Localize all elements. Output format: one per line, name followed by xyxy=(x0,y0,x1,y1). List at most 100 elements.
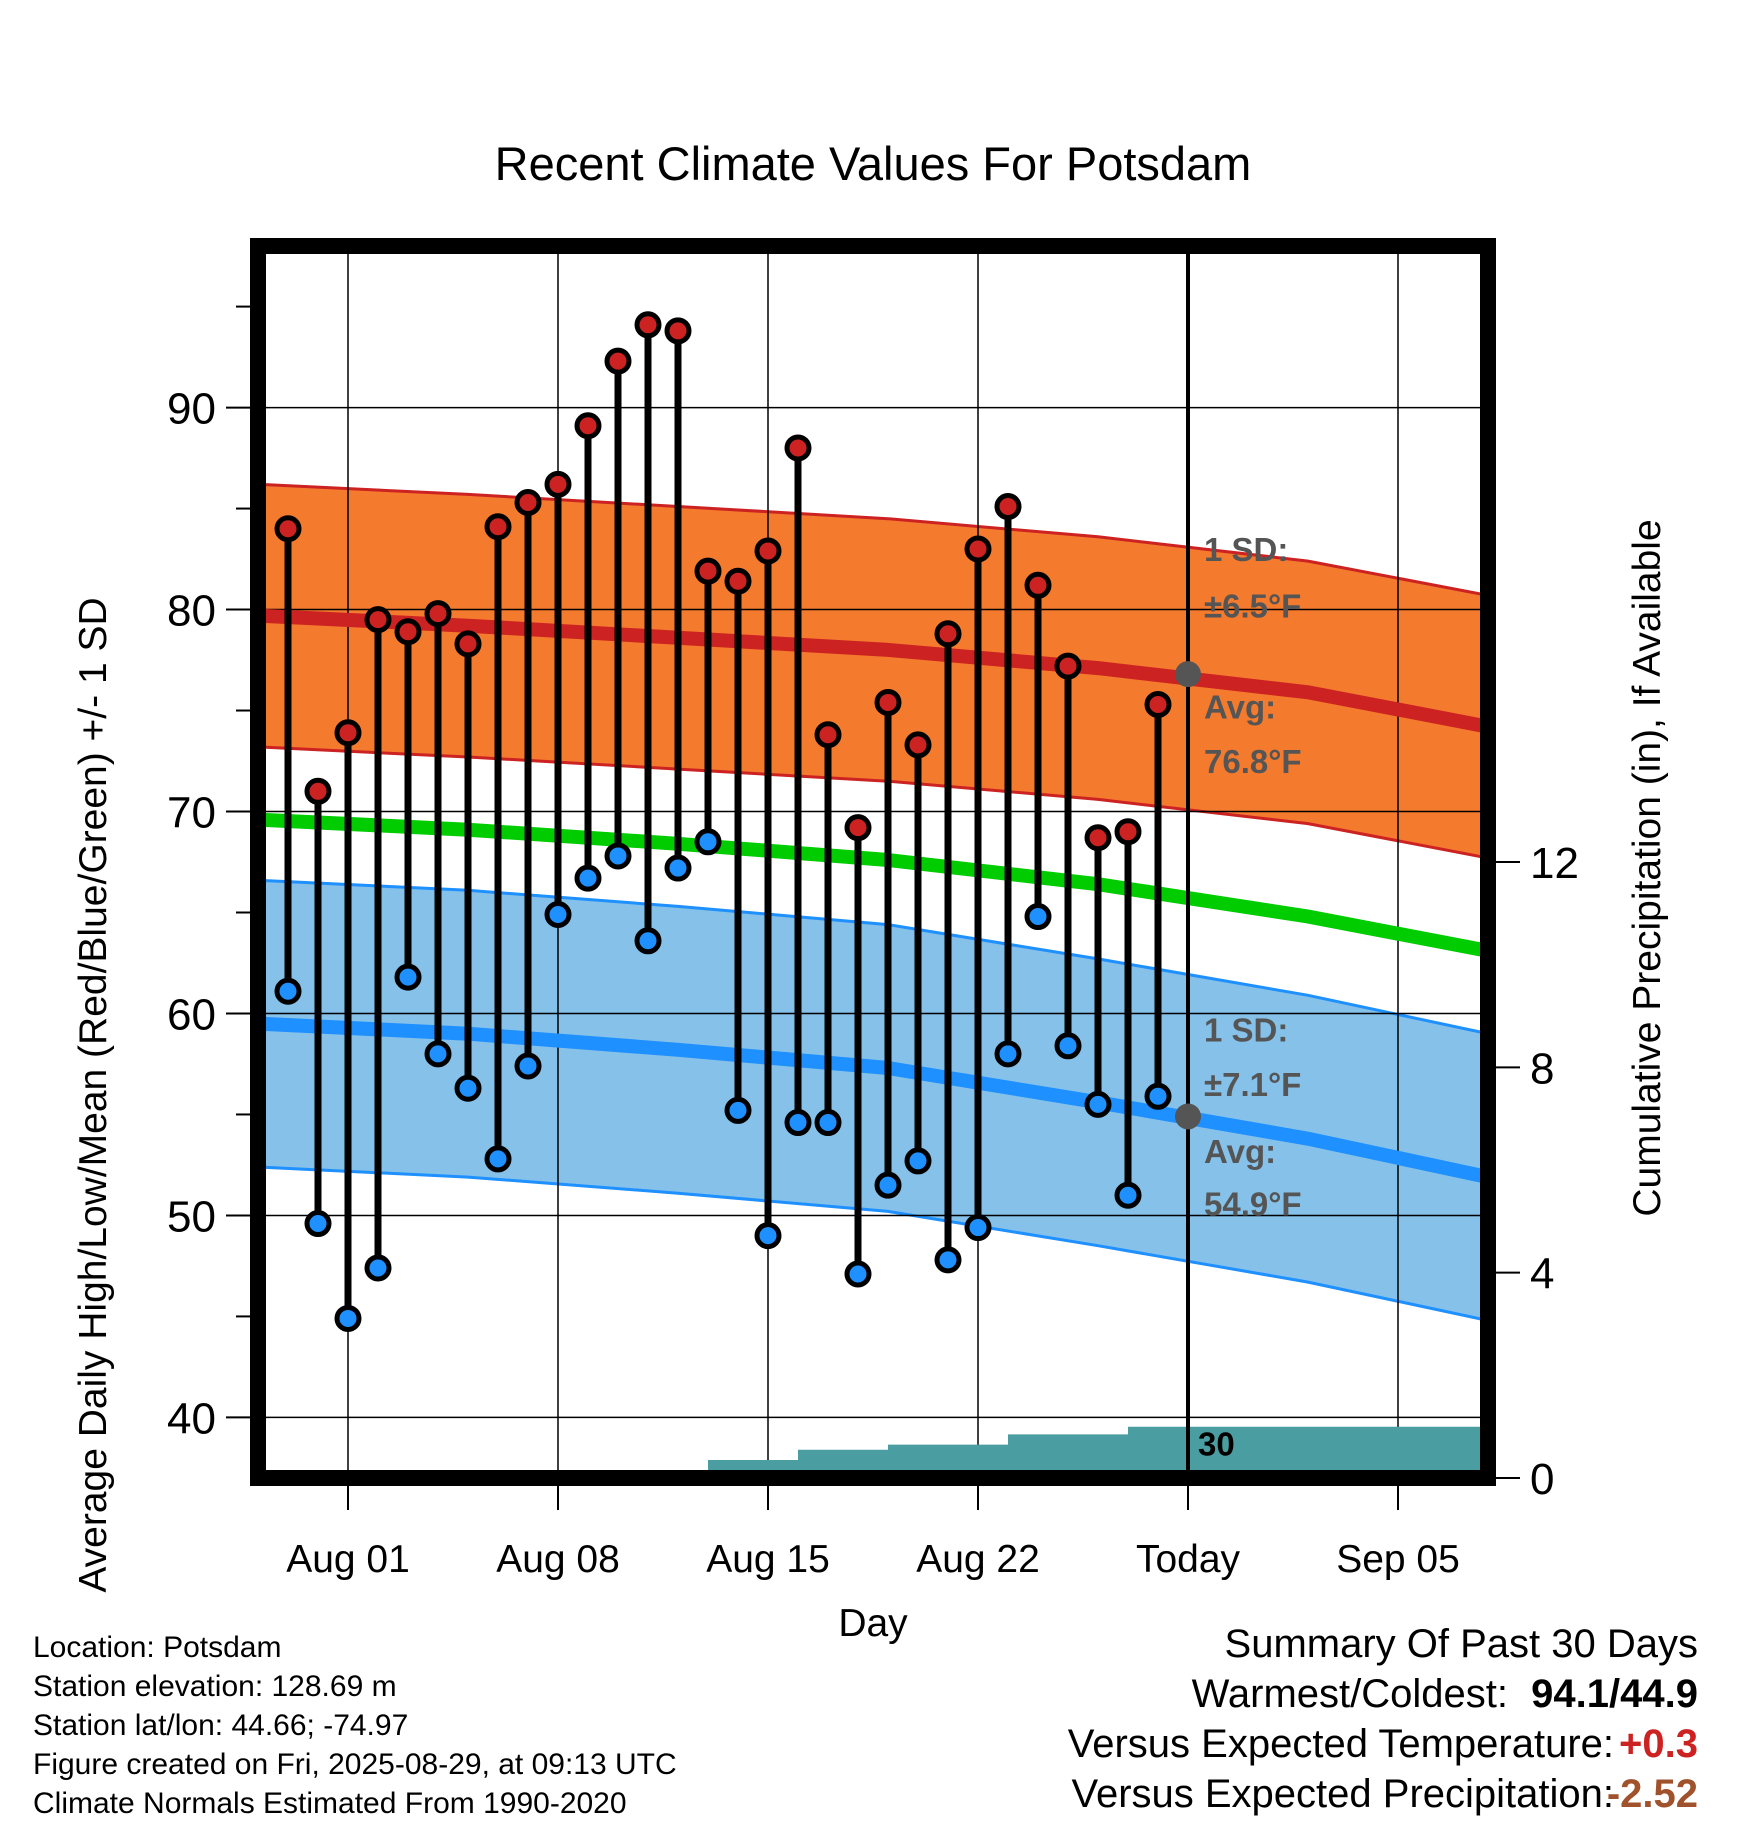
x-tick-label: Today xyxy=(1136,1538,1241,1581)
daily-low-point xyxy=(364,1254,392,1282)
summary-warm-cold-value: 94.1/44.9 xyxy=(1531,1672,1698,1716)
info-normals: Climate Normals Estimated From 1990-2020 xyxy=(33,1787,627,1820)
daily-low-point xyxy=(274,977,302,1005)
daily-high-point xyxy=(994,493,1022,521)
y2-tick-label: 12 xyxy=(1530,839,1579,888)
daily-high-point xyxy=(1144,690,1172,718)
precip-area xyxy=(678,1426,1488,1478)
window-label-number: 30 xyxy=(1198,1426,1235,1463)
daily-low-point xyxy=(664,854,692,882)
daily-high-point xyxy=(934,620,962,648)
daily-high-point xyxy=(694,557,722,585)
high-avg-value: 76.8°F xyxy=(1204,743,1302,780)
daily-high-point xyxy=(814,721,842,749)
x-tick-label: Aug 22 xyxy=(916,1538,1040,1581)
y2-tick-label: 8 xyxy=(1530,1044,1554,1093)
daily-low-point xyxy=(1024,903,1052,931)
axes: 40 50 60 70 80 90 0 4 8 12 Aug 01 Aug 08 Aug 15 Aug 2… xyxy=(167,238,1579,1581)
x-tick-label: Aug 08 xyxy=(496,1538,620,1581)
y2-axis-label: Cumulative Precipitation (in), If Availa… xyxy=(1626,519,1669,1216)
y-axis-label: Average Daily High/Low/Mean (Red/Blue/Gr… xyxy=(72,597,115,1592)
daily-low-point xyxy=(724,1096,752,1124)
daily-low-point xyxy=(964,1214,992,1242)
x-axis-label: Day xyxy=(838,1602,908,1645)
daily-low-point xyxy=(1114,1181,1142,1209)
low-avg-value: 54.9°F xyxy=(1204,1185,1302,1222)
today-low-avg-marker xyxy=(1175,1103,1201,1130)
daily-high-point xyxy=(664,317,692,345)
daily-high-point xyxy=(1084,824,1112,852)
summary-title: Summary Of Past 30 Days xyxy=(1224,1622,1698,1666)
summary-temp-value: +0.3 xyxy=(1619,1722,1698,1766)
daily-high-point xyxy=(454,630,482,658)
daily-high-point xyxy=(1024,571,1052,599)
high-avg-label: Avg: xyxy=(1204,688,1276,725)
daily-low-point xyxy=(424,1040,452,1068)
daily-high-point xyxy=(274,515,302,543)
y-tick-label: 80 xyxy=(167,587,216,636)
daily-low-point xyxy=(394,963,422,991)
daily-low-point xyxy=(994,1040,1022,1068)
daily-low-point xyxy=(484,1145,512,1173)
y-tick-label: 70 xyxy=(167,789,216,838)
daily-low-point xyxy=(784,1109,812,1137)
daily-low-point xyxy=(304,1210,332,1238)
daily-high-point xyxy=(784,434,812,462)
daily-high-point xyxy=(544,470,572,498)
summary-precip-value: -2.52 xyxy=(1606,1772,1698,1816)
daily-high-point xyxy=(754,537,782,565)
daily-low-point xyxy=(544,901,572,929)
daily-low-point xyxy=(604,842,632,870)
y-tick-label: 50 xyxy=(167,1192,216,1241)
high-sd-band xyxy=(258,484,1488,858)
daily-low-point xyxy=(814,1109,842,1137)
daily-low-point xyxy=(1054,1032,1082,1060)
daily-high-point xyxy=(634,311,662,339)
daily-low-point xyxy=(844,1260,872,1288)
daily-high-point xyxy=(1114,818,1142,846)
daily-high-point xyxy=(904,731,932,759)
daily-high-point xyxy=(514,488,542,516)
low-sd-value: ±7.1°F xyxy=(1204,1066,1301,1103)
low-sd-band xyxy=(258,880,1488,1321)
info-created: Figure created on Fri, 2025-08-29, at 09… xyxy=(33,1748,677,1781)
high-sd-upper-edge xyxy=(258,482,1488,597)
daily-low-point xyxy=(874,1171,902,1199)
low-sd-lower-edge xyxy=(258,1165,1488,1322)
daily-low-point xyxy=(694,828,722,856)
x-tick-label: Sep 05 xyxy=(1336,1538,1460,1581)
summary-temp-label: Versus Expected Temperature: xyxy=(1067,1722,1614,1766)
daily-high-point xyxy=(484,513,512,541)
daily-low-point xyxy=(754,1222,782,1250)
info-location: Location: Potsdam xyxy=(33,1631,282,1664)
daily-low-point xyxy=(904,1147,932,1175)
low-sd-label: 1 SD: xyxy=(1204,1012,1288,1049)
summary-warm-cold-label: Warmest/Coldest: xyxy=(1191,1672,1508,1716)
daily-high-point xyxy=(874,688,902,716)
daily-low-point xyxy=(514,1052,542,1080)
chart-title: Recent Climate Values For Potsdam xyxy=(495,137,1252,190)
daily-high-point xyxy=(364,606,392,634)
daily-high-point xyxy=(604,347,632,375)
low-avg-label: Avg: xyxy=(1204,1133,1276,1170)
daily-high-point xyxy=(844,814,872,842)
summary-precip-label: Versus Expected Precipitation: xyxy=(1071,1772,1614,1816)
daily-high-point xyxy=(574,412,602,440)
daily-high-point xyxy=(1054,652,1082,680)
daily-low-point xyxy=(574,864,602,892)
y-tick-label: 60 xyxy=(167,990,216,1039)
plot-frame xyxy=(250,238,1496,1486)
info-latlon: Station lat/lon: 44.66; -74.97 xyxy=(33,1709,409,1742)
x-tick-label: Aug 01 xyxy=(286,1538,410,1581)
daily-high-point xyxy=(304,777,332,805)
y-tick-label: 40 xyxy=(167,1394,216,1443)
daily-high-point xyxy=(394,618,422,646)
normal-high-line xyxy=(258,608,1488,734)
today-high-avg-marker xyxy=(1175,661,1201,688)
high-sd-value: ±6.5°F xyxy=(1204,588,1301,625)
y2-tick-label: 0 xyxy=(1530,1455,1554,1504)
daily-high-point xyxy=(724,567,752,595)
plot-area: 1 SD: ±6.5°F Avg: 76.8°F 1 SD: ±7.1°F Avg: 54.9… xyxy=(258,246,1488,1478)
daily-high-point xyxy=(424,600,452,628)
